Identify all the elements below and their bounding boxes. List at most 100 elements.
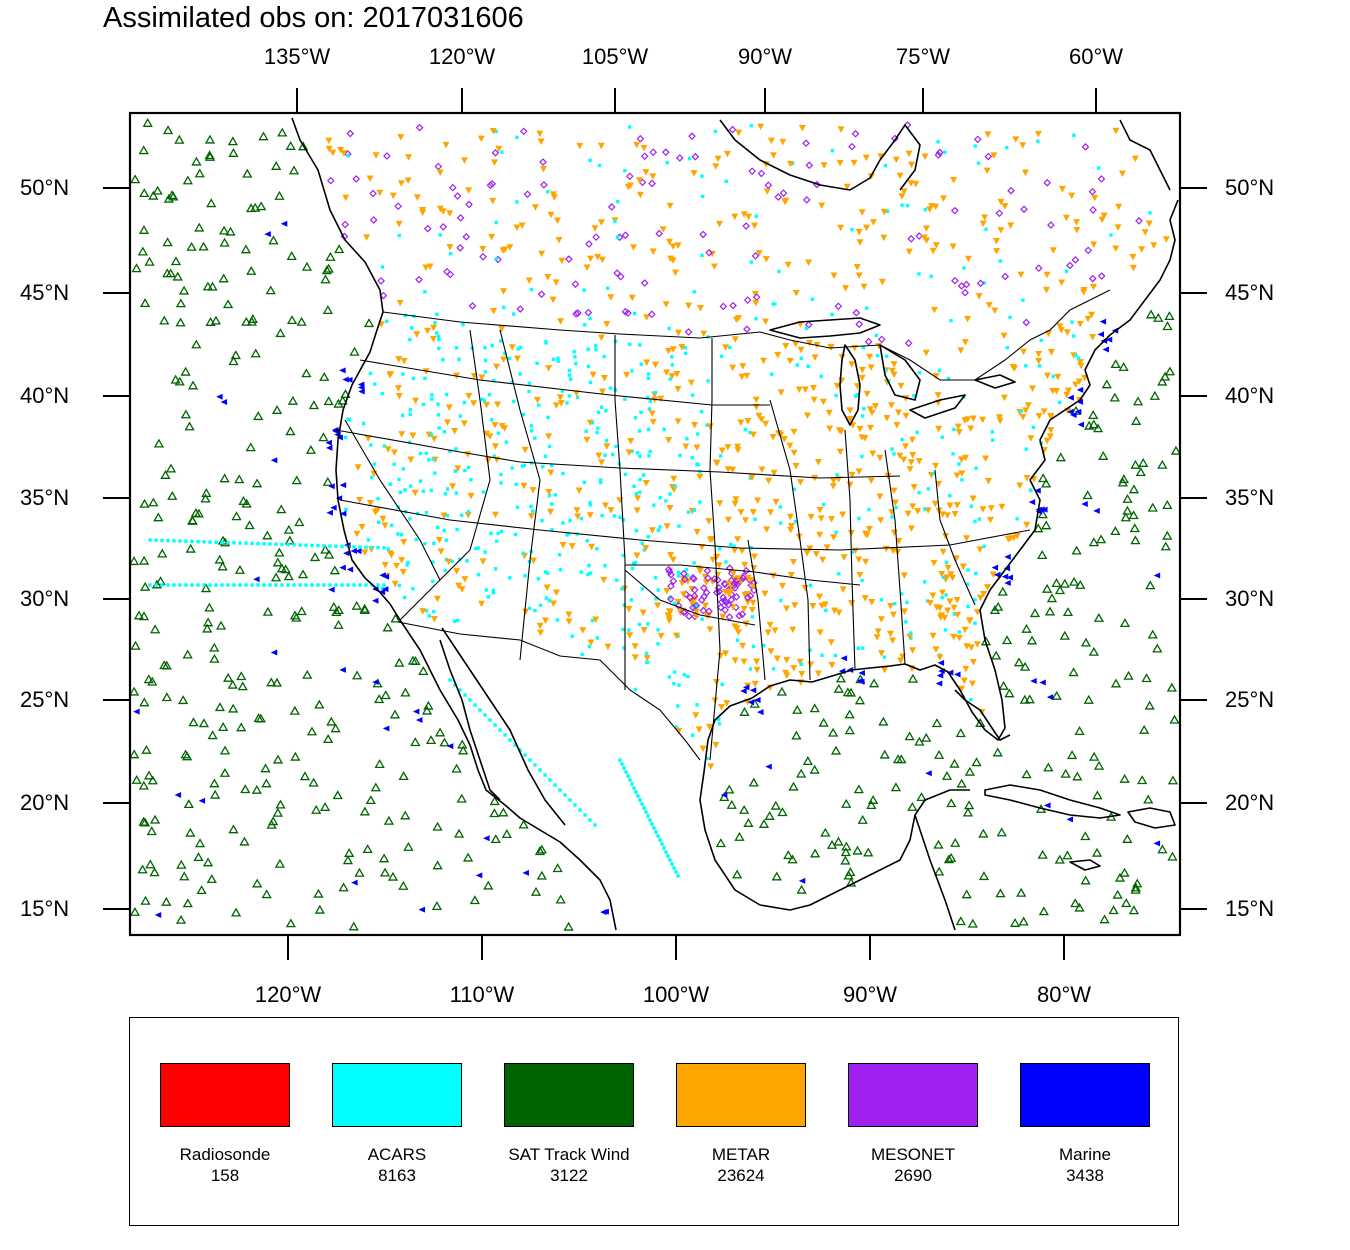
sat-wind-marker — [206, 198, 217, 208]
acars-marker — [202, 540, 206, 544]
acars-marker — [770, 372, 774, 376]
acars-marker — [632, 786, 636, 790]
mexico-gulf-coast — [699, 771, 970, 911]
sat-wind-marker — [1143, 794, 1154, 804]
acars-marker — [690, 393, 695, 397]
sat-wind-marker — [1108, 905, 1119, 915]
acars-marker — [493, 567, 498, 571]
metar-marker — [779, 138, 787, 146]
sat-wind-marker — [204, 602, 215, 612]
acars-marker — [448, 251, 453, 256]
metar-marker — [741, 517, 749, 524]
acars-marker — [586, 364, 591, 369]
metar-marker — [783, 605, 791, 613]
us-canada-border — [382, 289, 1111, 381]
metar-marker — [404, 177, 412, 185]
acars-marker — [654, 597, 658, 601]
legend-count: 23624 — [717, 1166, 765, 1185]
marine-marker — [330, 504, 337, 511]
metar-marker — [715, 562, 723, 569]
acars-marker — [298, 583, 302, 587]
mesonet-marker — [649, 148, 658, 157]
sat-wind-marker — [275, 799, 286, 809]
metar-marker — [707, 763, 715, 770]
metar-marker — [1020, 348, 1028, 356]
metar-marker — [547, 508, 555, 516]
acars-marker — [570, 634, 575, 638]
sat-wind-marker — [251, 478, 263, 488]
acars-marker — [602, 354, 606, 359]
metar-marker — [792, 340, 800, 348]
metar-marker — [992, 238, 1000, 245]
marine-marker — [418, 906, 426, 913]
acars-marker — [598, 480, 603, 485]
mesonet-marker — [702, 588, 711, 597]
acars-marker — [558, 568, 563, 572]
metar-marker — [738, 547, 746, 555]
acars-marker — [668, 377, 672, 381]
metar-marker — [419, 608, 427, 615]
metar-marker — [424, 327, 432, 335]
marine-marker — [720, 792, 728, 799]
acars-marker — [518, 748, 522, 752]
metar-marker — [900, 572, 908, 579]
acars-marker — [398, 490, 403, 495]
metar-marker — [961, 339, 969, 346]
acars-marker — [408, 408, 413, 412]
metar-marker — [787, 526, 795, 534]
marine-marker — [600, 909, 607, 916]
mesonet-marker — [647, 310, 656, 319]
acars-marker — [640, 587, 644, 591]
metar-marker — [819, 556, 827, 564]
state-border — [747, 539, 766, 681]
sat-wind-marker — [1170, 445, 1182, 455]
metar-marker — [740, 605, 748, 613]
legend-item-marine: Marine 3438 — [1020, 1063, 1150, 1186]
metar-marker — [809, 384, 817, 392]
metar-marker — [673, 370, 681, 378]
metar-marker — [430, 435, 438, 443]
sat-wind-marker — [946, 798, 957, 808]
mesonet-marker — [995, 209, 1004, 218]
acars-marker — [603, 564, 607, 568]
metar-marker — [513, 224, 521, 232]
acars-marker — [658, 838, 662, 842]
acars-marker — [369, 475, 374, 480]
sat-wind-marker — [284, 535, 295, 545]
acars-marker — [474, 546, 478, 551]
acars-marker — [553, 783, 557, 787]
sat-wind-marker — [1074, 902, 1085, 912]
metar-marker — [934, 392, 942, 399]
metar-marker — [939, 548, 947, 556]
metar-marker — [976, 594, 984, 602]
metar-marker — [538, 250, 546, 258]
sat-wind-marker — [250, 348, 261, 358]
metar-marker — [805, 259, 813, 267]
acars-marker — [560, 389, 565, 393]
marine-marker — [747, 699, 755, 706]
acars-marker — [861, 345, 866, 350]
acars-marker — [441, 357, 445, 362]
acars-marker — [695, 603, 699, 608]
sat-wind-marker — [194, 222, 205, 232]
sat-wind-marker — [964, 766, 975, 776]
metar-marker — [506, 244, 514, 251]
metar-marker — [835, 609, 843, 617]
acars-marker — [453, 683, 457, 687]
acars-marker — [431, 560, 435, 564]
metar-marker — [397, 180, 405, 187]
acars-marker — [949, 318, 953, 323]
metar-marker — [866, 406, 874, 413]
metar-marker — [846, 407, 854, 414]
acars-marker — [890, 447, 894, 451]
sat-wind-marker — [174, 376, 185, 386]
metar-marker — [753, 666, 761, 674]
mesonet-marker — [684, 328, 693, 336]
metar-marker — [680, 591, 688, 598]
acars-marker — [622, 646, 626, 650]
metar-marker — [1047, 412, 1055, 420]
sat-wind-marker — [955, 916, 966, 926]
mesonet-marker — [729, 301, 737, 310]
mesonet-marker — [655, 229, 664, 238]
acars-marker — [658, 525, 662, 529]
